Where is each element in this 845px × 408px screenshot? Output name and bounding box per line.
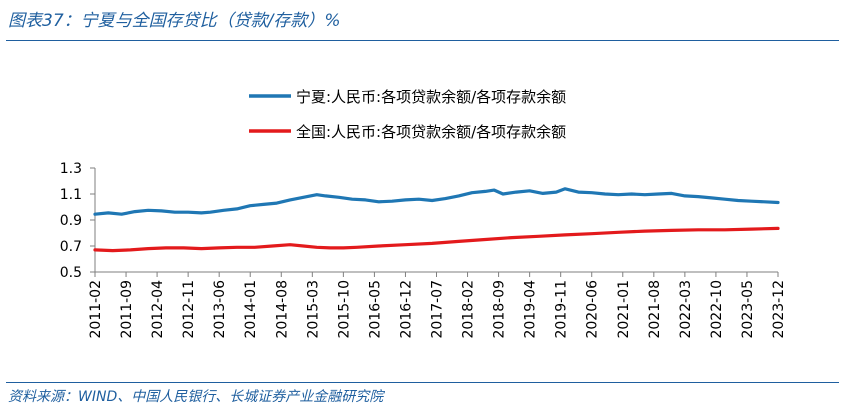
y-tick-label: 0.5 (60, 265, 82, 281)
x-tick-label: 2016-12 (398, 280, 414, 339)
x-tick-label: 2023-12 (771, 280, 787, 339)
series-group (93, 187, 780, 253)
x-tick-label: 2019-11 (554, 280, 570, 339)
x-tick-label: 2015-03 (305, 280, 321, 339)
x-tick-label: 2011-09 (119, 280, 135, 339)
x-tick-label: 2015-10 (336, 280, 352, 339)
x-tick-label: 2014-01 (243, 280, 259, 339)
x-tick-label: 2022-10 (709, 280, 725, 339)
x-axis: 2011-02 2011-09 2012-04 2012-11 2013-06 2014-… (88, 271, 787, 339)
x-tick-label: 2023-05 (740, 280, 756, 339)
x-tick-label: 2016-05 (367, 280, 383, 339)
x-tick-label: 2019-04 (523, 280, 539, 339)
x-tick-label: 2022-03 (678, 280, 694, 339)
y-axis: 0.5 0.7 0.9 1.1 1.3 (60, 161, 96, 281)
figure-title: 图表37：宁夏与全国存贷比（贷款/存款）% (8, 11, 341, 31)
x-tick-label: 2012-04 (150, 280, 166, 339)
legend-label: 全国:人民币:各项贷款余额/各项存款余额 (296, 123, 566, 141)
source-note: 资料来源：WIND、中国人民银行、长城证券产业金融研究院 (8, 389, 384, 405)
x-tick-label: 2013-06 (212, 280, 228, 339)
x-tick-label: 2021-01 (616, 280, 632, 339)
x-tick-label: 2017-07 (430, 280, 446, 339)
y-tick-label: 1.1 (60, 187, 82, 203)
x-tick-label: 2018-02 (461, 280, 477, 339)
y-tick-label: 0.7 (60, 239, 82, 255)
national-series-line (93, 226, 780, 253)
x-tick-label: 2021-08 (647, 280, 663, 339)
ningxia-series-line (93, 187, 780, 216)
x-tick-label: 2011-02 (88, 280, 104, 339)
x-tick-label: 2012-11 (181, 280, 197, 339)
x-tick-label: 2014-08 (274, 280, 290, 339)
y-tick-label: 0.9 (60, 213, 82, 229)
source-divider (6, 382, 839, 383)
legend-label: 宁夏:人民币:各项贷款余额/各项存款余额 (296, 88, 566, 106)
x-tick-label: 2020-06 (585, 280, 601, 339)
y-tick-label: 1.3 (60, 161, 82, 177)
title-divider (6, 40, 839, 41)
x-tick-label: 2018-09 (492, 280, 508, 339)
